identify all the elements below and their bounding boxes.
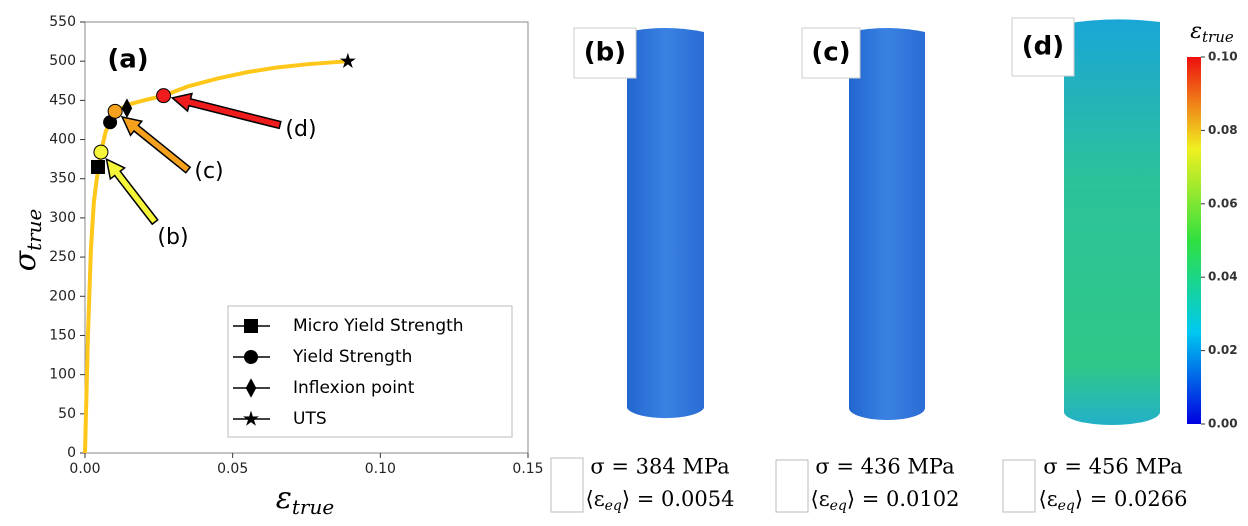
colorbar-tick-label: 0.10: [1208, 50, 1238, 64]
y-tick-label: 100: [49, 367, 76, 383]
marker-diamond: [245, 378, 257, 398]
empty-box: [1002, 459, 1036, 513]
plot-frame: [84, 21, 529, 454]
strain-part: eq: [605, 498, 622, 514]
y-axis-label: σtrue: [8, 209, 46, 272]
marker-star: [243, 410, 259, 426]
y-tick-label: 150: [49, 327, 76, 343]
cb-sub: true: [1202, 28, 1234, 46]
y-label-symbol: σ: [8, 249, 43, 271]
point-label: (b): [157, 225, 188, 250]
x-tick-label: 0.10: [365, 461, 396, 477]
x-label-symbol: ε: [276, 481, 292, 516]
state-point: [156, 88, 172, 104]
colorbar-tick-label: 0.02: [1208, 343, 1238, 357]
point-label: (d): [285, 117, 316, 142]
arrow: [105, 157, 159, 226]
strain-part: ⟩ = 0.0102: [847, 487, 960, 511]
cylinder-d: [1064, 19, 1160, 426]
y-tick-label: 450: [49, 92, 76, 108]
label-box: [801, 27, 861, 79]
strain-part: ⟨ε: [1039, 487, 1058, 511]
x-axis-label: εtrue: [276, 481, 334, 519]
marker-circle: [103, 115, 118, 130]
strain-part: eq: [830, 498, 847, 514]
strain-caption: ⟨εeq⟩ = 0.0054: [586, 487, 735, 515]
empty-box: [550, 457, 584, 513]
strain-part: ⟩ = 0.0266: [1075, 487, 1188, 511]
stress-caption: σ = 456 MPa: [1043, 455, 1182, 479]
y-tick-label: 500: [49, 53, 76, 69]
arrow: [120, 115, 192, 174]
strain-part: eq: [1058, 498, 1075, 514]
legend-box: [227, 305, 513, 438]
y-label-sub: true: [22, 209, 46, 251]
colorbar-tick-label: 0.04: [1208, 270, 1238, 284]
strain-part: ⟨ε: [811, 487, 830, 511]
stress-caption: σ = 384 MPa: [590, 455, 729, 479]
y-tick-label: 50: [58, 406, 76, 422]
marker-diamond: [121, 98, 133, 118]
state-point: [107, 103, 123, 119]
arrow: [170, 92, 282, 130]
cb-symbol: ε: [1190, 19, 1202, 44]
legend-label: Inflexion point: [293, 378, 415, 398]
colorbar-title: εtrue: [1190, 19, 1234, 46]
colorbar-tick-label: 0.08: [1208, 123, 1238, 137]
marker-star: [339, 52, 356, 68]
colorbar-tick-label: 0.00: [1208, 417, 1238, 431]
x-label-sub: true: [292, 495, 334, 519]
legend-label: Micro Yield Strength: [293, 316, 464, 336]
strain-caption: ⟨εeq⟩ = 0.0102: [811, 487, 960, 515]
strain-part: ⟩ = 0.0054: [622, 487, 735, 511]
marker-square: [90, 159, 105, 174]
y-tick-label: 0: [67, 445, 76, 461]
panel-label: (b): [584, 38, 626, 68]
empty-box: [775, 459, 809, 513]
strain-caption: ⟨εeq⟩ = 0.0266: [1039, 487, 1188, 515]
y-tick-label: 300: [49, 210, 76, 226]
cylinder-b: [627, 28, 704, 419]
y-tick-label: 200: [49, 288, 76, 304]
cylinder-c: [849, 28, 925, 420]
y-tick-label: 350: [49, 171, 76, 187]
legend-label: UTS: [293, 409, 327, 429]
y-tick-label: 550: [49, 14, 76, 30]
stress-caption: σ = 436 MPa: [815, 455, 954, 479]
colorbar-tick-label: 0.06: [1208, 196, 1238, 210]
marker-circle: [244, 350, 258, 364]
y-tick-label: 250: [49, 249, 76, 265]
label-box: [1011, 17, 1075, 77]
panel-label: (c): [811, 38, 850, 68]
label-box: [573, 27, 637, 79]
y-tick-label: 400: [49, 132, 76, 148]
point-label: (c): [194, 159, 223, 184]
colorbar: [1187, 57, 1201, 424]
marker-square: [244, 319, 258, 333]
x-tick-label: 0.15: [512, 461, 543, 477]
state-point: [93, 144, 109, 160]
x-tick-label: 0.00: [69, 461, 100, 477]
panel-label: (d): [1022, 32, 1064, 62]
x-tick-label: 0.05: [217, 461, 248, 477]
strain-part: ⟨ε: [586, 487, 605, 511]
legend-label: Yield Strength: [292, 347, 412, 367]
panel-label: (a): [107, 45, 148, 75]
